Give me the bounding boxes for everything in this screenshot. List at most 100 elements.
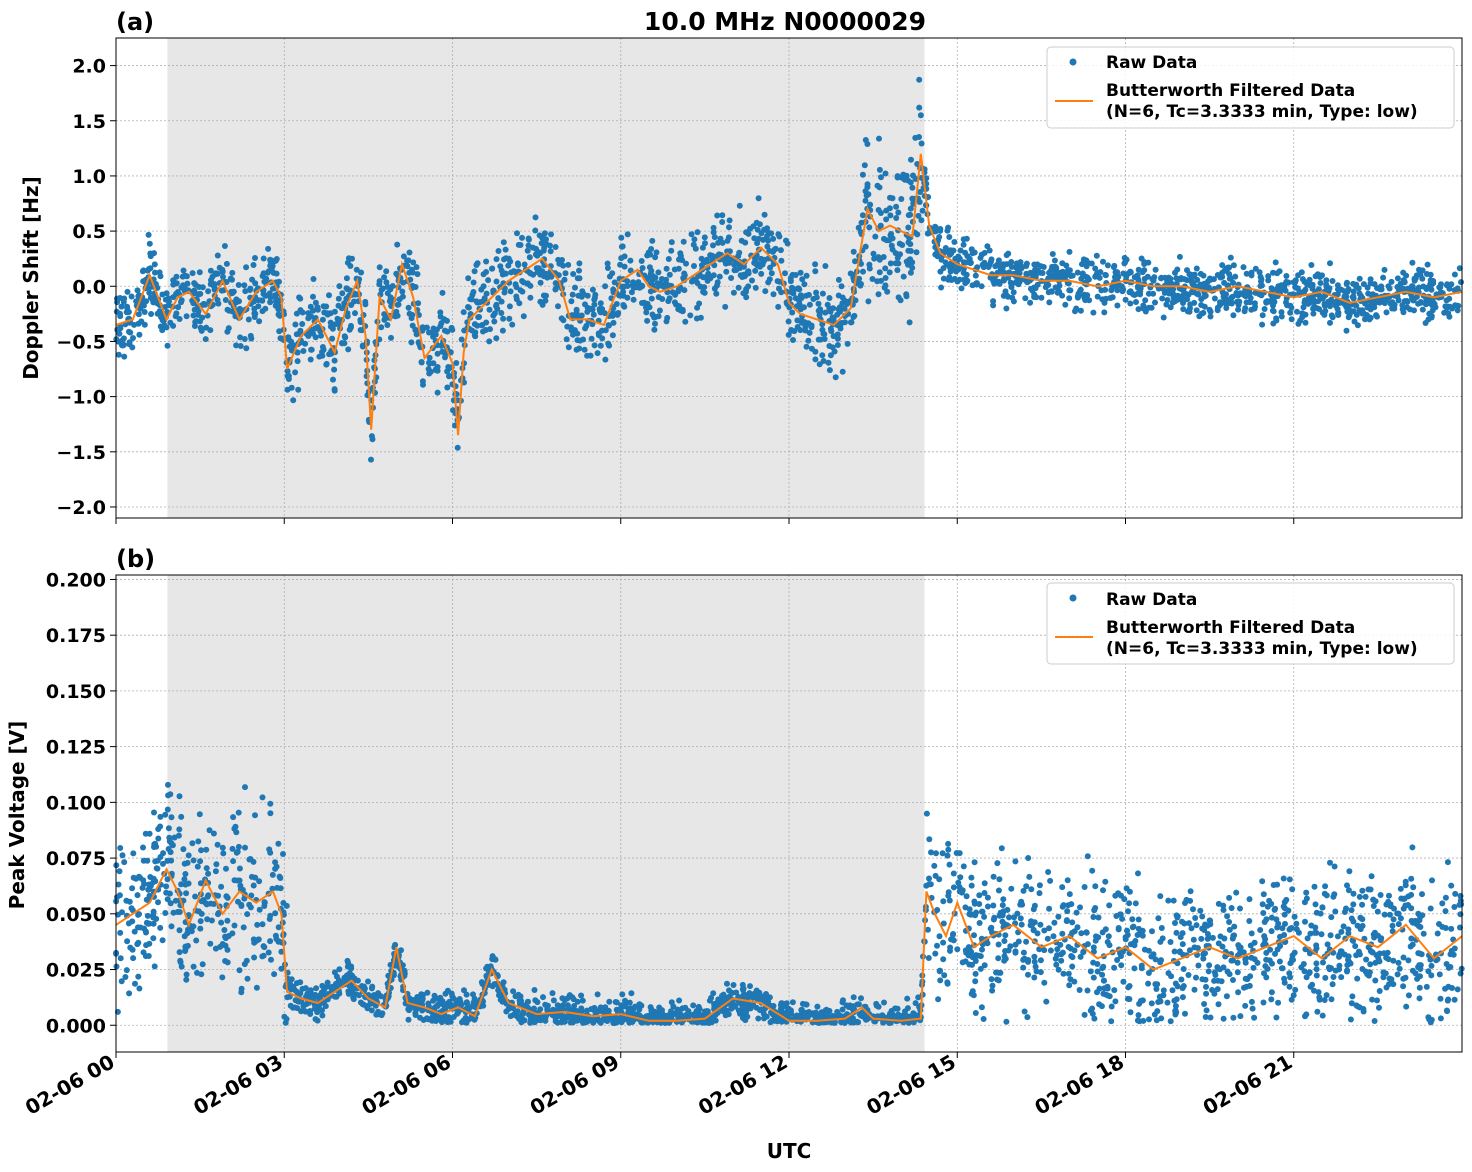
raw-data-point — [1114, 957, 1121, 963]
raw-data-point — [181, 876, 188, 883]
raw-data-point — [866, 265, 873, 272]
raw-data-point — [273, 863, 280, 870]
raw-data-point — [1063, 271, 1070, 278]
raw-data-point — [1022, 295, 1029, 302]
raw-data-point — [180, 282, 187, 289]
raw-data-point — [588, 335, 595, 342]
raw-data-point — [134, 892, 141, 899]
raw-data-point — [256, 878, 263, 885]
raw-data-point — [628, 990, 635, 997]
raw-data-point — [1091, 1015, 1098, 1022]
raw-data-point — [116, 868, 123, 875]
raw-data-point — [241, 961, 248, 968]
y-tick-label: 0.5 — [72, 221, 106, 243]
raw-data-point — [426, 360, 433, 367]
raw-data-point — [1106, 902, 1113, 909]
raw-data-point — [1427, 956, 1434, 963]
raw-data-point — [1079, 271, 1086, 278]
raw-data-point — [581, 346, 588, 353]
raw-data-point — [576, 267, 582, 274]
raw-data-point — [1321, 997, 1328, 1003]
raw-data-point — [977, 965, 984, 972]
raw-data-point — [827, 352, 834, 359]
raw-data-point — [1118, 892, 1124, 899]
raw-data-point — [268, 956, 274, 963]
raw-data-point — [252, 812, 258, 819]
raw-data-point — [219, 268, 226, 275]
raw-data-point — [1313, 942, 1320, 949]
raw-data-point — [813, 289, 820, 296]
raw-data-point — [627, 257, 634, 264]
raw-data-point — [990, 302, 997, 309]
raw-data-point — [722, 260, 729, 267]
raw-data-point — [1202, 976, 1209, 983]
raw-data-point — [1357, 926, 1364, 933]
raw-data-point — [248, 892, 255, 899]
figure-title: 10.0 MHz N0000029 — [644, 7, 926, 36]
raw-data-point — [1344, 882, 1350, 889]
raw-data-point — [297, 979, 304, 986]
raw-data-point — [164, 342, 171, 349]
raw-data-point — [1138, 962, 1145, 969]
raw-data-point — [1334, 291, 1341, 298]
raw-data-point — [236, 877, 243, 884]
raw-data-point — [319, 352, 326, 359]
raw-data-point — [1031, 953, 1038, 960]
raw-data-point — [870, 250, 877, 257]
raw-data-point — [198, 910, 205, 917]
raw-data-point — [350, 996, 357, 1003]
raw-data-point — [918, 140, 925, 147]
raw-data-point — [1230, 279, 1237, 286]
raw-data-point — [639, 1019, 646, 1026]
raw-data-point — [1092, 265, 1099, 272]
raw-data-point — [161, 322, 168, 329]
raw-data-point — [183, 971, 190, 978]
raw-data-point — [730, 289, 737, 296]
raw-data-point — [168, 814, 175, 821]
raw-data-point — [960, 241, 967, 248]
raw-data-point — [834, 335, 841, 342]
raw-data-point — [1186, 308, 1193, 315]
raw-data-point — [290, 397, 297, 404]
raw-data-point — [141, 309, 148, 315]
raw-data-point — [622, 997, 628, 1004]
raw-data-point — [1201, 303, 1208, 310]
raw-data-point — [570, 271, 577, 277]
raw-data-point — [731, 261, 738, 268]
raw-data-point — [1095, 914, 1102, 921]
raw-data-point — [458, 1001, 465, 1008]
raw-data-point — [162, 811, 169, 818]
raw-data-point — [1165, 897, 1172, 904]
raw-data-point — [1269, 296, 1275, 303]
raw-data-point — [1083, 929, 1090, 936]
raw-data-point — [1400, 975, 1407, 982]
raw-data-point — [319, 1012, 326, 1019]
raw-data-point — [1180, 306, 1187, 313]
raw-data-point — [1171, 948, 1178, 955]
raw-data-point — [860, 268, 866, 275]
raw-data-point — [558, 315, 565, 322]
raw-data-point — [852, 297, 859, 304]
raw-data-point — [389, 283, 396, 289]
raw-data-point — [862, 197, 869, 204]
raw-data-point — [878, 174, 884, 181]
raw-data-point — [150, 920, 157, 927]
raw-data-point — [876, 269, 883, 276]
raw-data-point — [1153, 986, 1160, 992]
raw-data-point — [151, 963, 158, 970]
raw-data-point — [765, 237, 772, 244]
raw-data-point — [410, 259, 417, 266]
raw-data-point — [1173, 929, 1180, 936]
raw-data-point — [1204, 935, 1211, 942]
raw-data-point — [1023, 938, 1030, 945]
raw-data-point — [1059, 930, 1066, 937]
raw-data-point — [801, 304, 807, 311]
raw-data-point — [434, 350, 441, 357]
raw-data-point — [1389, 299, 1396, 306]
raw-data-point — [1153, 1017, 1160, 1024]
raw-data-point — [1403, 298, 1410, 304]
raw-data-point — [1297, 317, 1304, 324]
raw-data-point — [259, 953, 266, 960]
raw-data-point — [700, 1019, 707, 1026]
raw-data-point — [582, 301, 588, 308]
